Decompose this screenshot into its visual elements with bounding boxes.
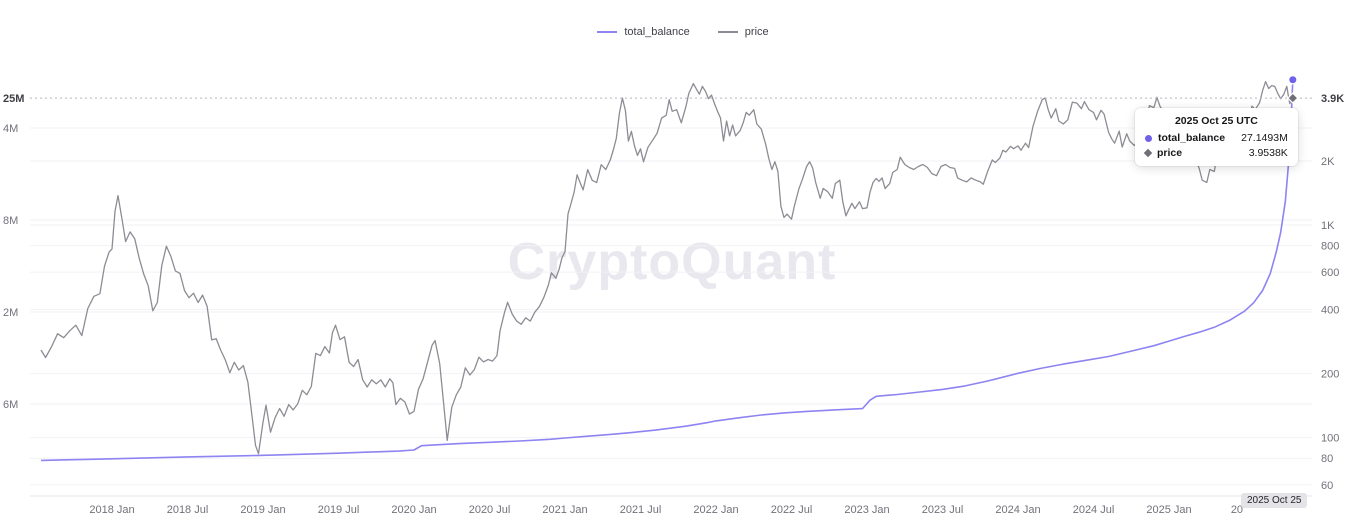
y-axis-label-right: 60	[1321, 480, 1333, 492]
y-axis-label-right: 400	[1321, 305, 1339, 317]
x-axis-label: 2023 Jul	[922, 504, 964, 516]
tooltip-series-value: 27.1493M	[1241, 132, 1288, 144]
y-axis-label-left: 8M	[3, 215, 18, 227]
y-axis-label-right: 2K	[1321, 156, 1335, 168]
tooltip-date: 2025 Oct 25 UTC	[1174, 115, 1258, 127]
balance-last-point-dot	[1287, 74, 1298, 85]
x-axis-label: 2023 Jan	[844, 504, 889, 516]
y-axis-label-right: 600	[1321, 267, 1339, 279]
tooltip-series-name: total_balance	[1158, 132, 1226, 144]
y-axis-label-right: 80	[1321, 453, 1333, 465]
tooltip-row-price: price 3.9538K	[1143, 147, 1288, 159]
y-axis-label-right: 100	[1321, 433, 1339, 445]
x-axis-label: 2020 Jul	[469, 504, 511, 516]
y-axis-label-right: 200	[1321, 369, 1339, 381]
current-right-axis-label: 3.9K	[1321, 93, 1344, 105]
price-last-point-diamond	[1287, 92, 1299, 104]
price-series-line	[40, 80, 1294, 455]
x-axis-label: 2021 Jan	[542, 504, 587, 516]
y-axis-label-right: 800	[1321, 241, 1339, 253]
tooltip: 2025 Oct 25 UTC total_balance 27.1493M p…	[1135, 108, 1298, 166]
x-axis-label: 2025 Jan	[1146, 504, 1191, 516]
x-axis-label: 2018 Jul	[167, 504, 209, 516]
current-date-badge: 2025 Oct 25	[1241, 493, 1308, 508]
diamond-marker-icon	[1143, 148, 1153, 158]
current-left-axis-label: 25M	[3, 93, 24, 105]
legend-item-price[interactable]: price	[717, 26, 769, 38]
x-axis-label: 2019 Jan	[240, 504, 285, 516]
price-line-swatch-icon	[717, 31, 738, 33]
circle-marker-icon	[1145, 134, 1152, 142]
x-axis-label: 2024 Jul	[1073, 504, 1115, 516]
x-axis-label: 2018 Jan	[89, 504, 134, 516]
y-axis-label-left: 4M	[3, 123, 18, 135]
legend-item-total-balance[interactable]: total_balance	[597, 26, 690, 38]
x-axis-label: 2022 Jan	[693, 504, 738, 516]
x-axis-label: 20	[1231, 504, 1243, 516]
x-axis-label: 2019 Jul	[318, 504, 360, 516]
y-axis-label-right: 1K	[1321, 220, 1335, 232]
x-axis-label: 2022 Jul	[771, 504, 813, 516]
legend-label-price: price	[744, 26, 769, 38]
tooltip-row-total-balance: total_balance 27.1493M	[1145, 132, 1288, 144]
tooltip-series-value: 3.9538K	[1248, 147, 1288, 159]
total-balance-line-swatch-icon	[597, 31, 618, 33]
x-axis-label: 2021 Jul	[620, 504, 662, 516]
x-axis-label: 2020 Jan	[391, 504, 436, 516]
cryptoquant-watermark: CryptoQuant	[507, 233, 837, 291]
chart-legend: total_balance price	[0, 26, 1366, 38]
tooltip-series-name: price	[1157, 147, 1183, 159]
y-axis-label-left: 2M	[3, 307, 18, 319]
y-axis-label-left: 6M	[3, 399, 18, 411]
legend-label-total-balance: total_balance	[624, 26, 690, 38]
x-axis-label: 2024 Jan	[995, 504, 1040, 516]
total_balance-series-line	[40, 79, 1294, 462]
